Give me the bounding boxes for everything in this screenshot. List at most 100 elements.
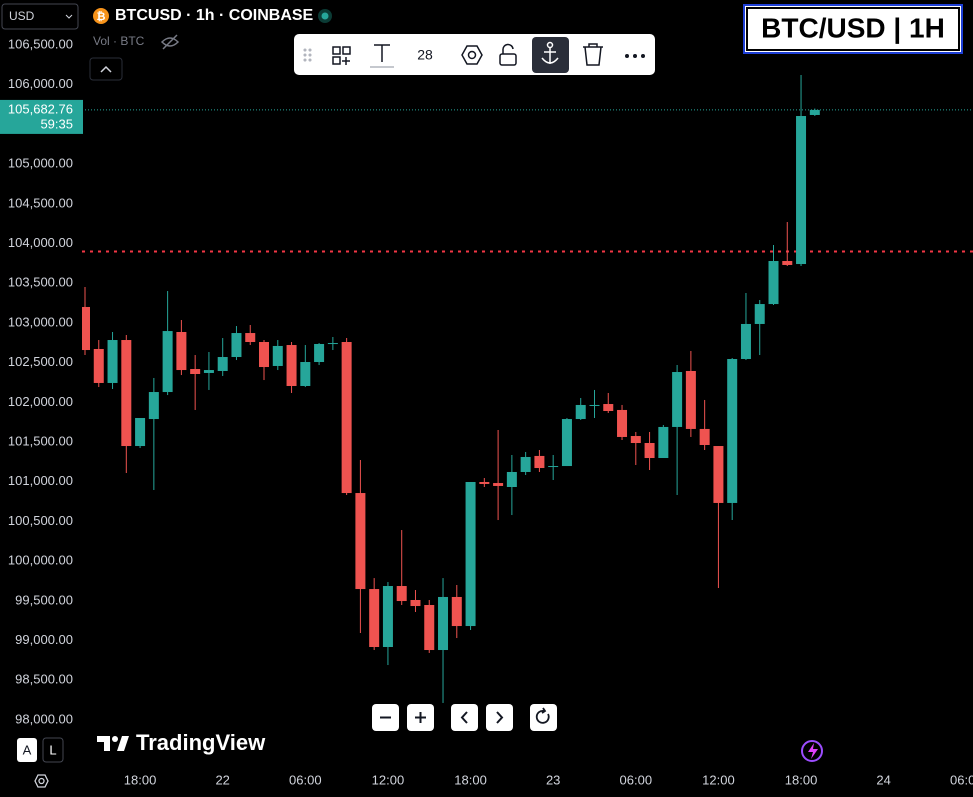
btc-icon [93,8,109,24]
candle-body [382,586,393,648]
candle-body [107,340,118,383]
auto-scale-label: A [23,742,32,757]
zoom-in-button[interactable] [407,704,434,731]
candle-body [355,493,366,590]
candle-body [506,471,517,487]
brand-name: TradingView [136,730,266,755]
candle-body [603,404,614,412]
y-tick-label: 103,000.00 [8,314,73,329]
candle-body [314,343,325,363]
assistant-icon[interactable] [801,740,823,762]
collapse-button[interactable] [89,57,123,81]
x-axis: 18:00 22 06:00 12:00 18:00 23 06:00 12:00 18:00 2… [124,772,973,787]
candle-body [493,483,504,486]
x-tick-label: 12:00 [372,772,405,787]
scroll-right-button[interactable] [486,704,513,731]
candle-body [272,345,283,366]
y-tick-label: 101,000.00 [8,473,73,488]
candle-body [672,372,683,427]
x-tick-label: 24 [876,772,890,787]
text-button[interactable] [370,44,394,68]
candle-body [534,455,545,469]
candle-body [727,358,738,503]
y-tick-label: 98,500.00 [15,672,73,687]
candle-body [561,419,572,467]
chart-title: BTC/USD | 1H [761,12,945,43]
symbol-title[interactable]: BTCUSD · 1h · COINBASE [115,7,314,24]
candle-body [190,368,201,375]
y-tick-label: 103,500.00 [8,275,73,290]
candle-body [796,116,807,265]
candle-body [589,404,600,406]
candle-body [286,345,297,386]
delete-button[interactable] [583,43,603,66]
candle-body [713,446,724,503]
candle-body [685,370,696,429]
candle-body [782,261,793,265]
auto-scale-button[interactable] [17,738,37,762]
reset-button[interactable] [530,704,557,731]
y-axis: 106,500.00106,000.00105,500.00105,000.00… [0,36,83,726]
x-tick-label: 06:00 [620,772,653,787]
log-scale-button[interactable] [42,737,64,763]
candle-body [809,109,820,115]
y-tick-label: 104,000.00 [8,235,73,250]
hide-icon[interactable] [160,34,180,50]
x-tick-label: 22 [215,772,229,787]
candle-body [327,343,338,345]
price-countdown: 59:35 [40,116,73,131]
candle-body [740,323,751,359]
x-tick-label: 06:00 [950,772,973,787]
candle-body [575,404,586,420]
more-button[interactable] [625,54,645,58]
candle-body [369,589,380,648]
market-status-dot [321,12,329,20]
y-tick-label: 99,500.00 [15,592,73,607]
brand-logo [97,736,129,751]
line-width-value[interactable]: 28 [417,47,433,63]
y-tick-label: 102,500.00 [8,354,73,369]
price-tag [0,99,83,134]
candle-body [396,586,407,602]
templates-button[interactable] [332,46,351,65]
candle-body [231,333,242,358]
candle-body [465,481,476,627]
x-tick-label: 23 [546,772,560,787]
candle-body [699,428,710,445]
settings-icon[interactable] [34,774,49,788]
title-box-inner [746,7,960,51]
candle-body [162,331,173,393]
x-tick-label: 12:00 [702,772,735,787]
settings-button[interactable] [461,45,483,65]
x-tick-label: 18:00 [454,772,487,787]
candle-body [768,261,779,305]
y-tick-label: 100,500.00 [8,513,73,528]
y-tick-label: 102,000.00 [8,394,73,409]
candle-body [82,306,90,351]
y-tick-label: 106,500.00 [8,36,73,51]
scroll-left-button[interactable] [451,704,478,731]
candle-body [617,409,628,437]
y-tick-label: 104,500.00 [8,195,73,210]
x-tick-label: 18:00 [785,772,818,787]
btc-icon-glyph: ₿ [97,11,106,23]
candle-body [300,362,311,386]
candle-body [93,348,104,383]
y-tick-label: 101,500.00 [8,433,73,448]
lock-button[interactable] [499,43,517,66]
dropdown-arrow [65,14,73,19]
candle-body [520,456,531,472]
plot-area [82,75,973,703]
price-tag-label: 105,682.76 [8,101,73,116]
currency-select[interactable] [1,3,79,30]
drag-handle[interactable] [303,48,312,62]
x-tick-label: 06:00 [289,772,322,787]
candle-body [658,426,669,459]
candle-body [121,340,132,447]
zoom-out-button[interactable] [372,704,399,731]
candle-body [148,392,159,420]
candle-body [451,596,462,627]
candle-body [438,596,449,651]
